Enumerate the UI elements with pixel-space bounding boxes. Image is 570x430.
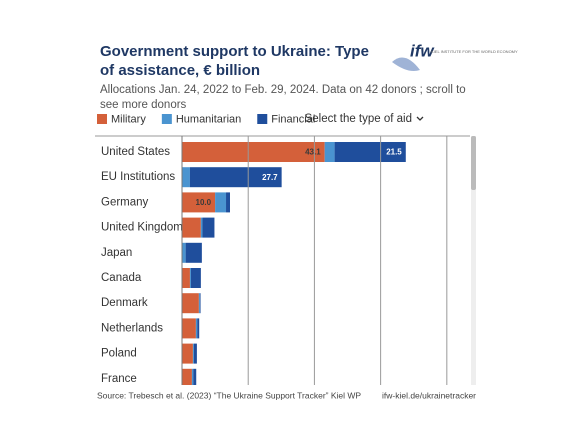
scrollbar[interactable] bbox=[471, 136, 476, 385]
bar-segment bbox=[198, 293, 200, 314]
value-label: 21.5 bbox=[386, 148, 402, 157]
bar-segment bbox=[182, 318, 196, 339]
bar-segment bbox=[182, 293, 199, 314]
y-tick-label: Denmark bbox=[101, 297, 148, 309]
bar-segment bbox=[215, 192, 227, 213]
bar-segment bbox=[195, 318, 198, 339]
legend-swatch bbox=[161, 114, 172, 124]
bar-segment bbox=[193, 343, 197, 364]
bar-segment bbox=[191, 368, 194, 385]
bar-segment bbox=[182, 368, 192, 385]
legend-label: Military bbox=[111, 113, 146, 125]
bar-segment bbox=[199, 293, 201, 314]
bar-segment bbox=[182, 343, 193, 364]
chart-title: Government support to Ukraine: Type of a… bbox=[100, 43, 369, 79]
bar-segment bbox=[189, 167, 282, 188]
y-tick-label: Canada bbox=[101, 272, 142, 284]
bar-segment bbox=[226, 192, 230, 213]
y-tick-label: United States bbox=[101, 146, 170, 158]
legend-label: Humanitarian bbox=[176, 113, 241, 125]
y-tick-label: Netherlands bbox=[101, 322, 163, 334]
bar-segment bbox=[190, 268, 201, 288]
value-label: 10.0 bbox=[196, 198, 212, 207]
bar-segment bbox=[182, 268, 190, 288]
bar-segment bbox=[202, 217, 215, 238]
scrollbar-thumb[interactable] bbox=[471, 136, 476, 190]
bar-segment bbox=[182, 142, 325, 162]
legend-swatch bbox=[257, 114, 268, 124]
value-label: 43.1 bbox=[305, 148, 321, 157]
dropdown-chevron[interactable] bbox=[416, 116, 424, 121]
y-tick-label: France bbox=[101, 373, 137, 385]
y-tick-label: Germany bbox=[101, 196, 149, 208]
bar-segment bbox=[189, 268, 191, 288]
bar-segment bbox=[185, 242, 202, 263]
bar-segment bbox=[334, 142, 406, 162]
plot: United States 43.1 21.5 EU Institutions 27.7… bbox=[101, 142, 406, 385]
logo-name: KIEL INSTITUTE FOR THE WORLD ECONOMY bbox=[431, 49, 518, 54]
bar-segment bbox=[192, 343, 194, 364]
y-tick-label: Poland bbox=[101, 348, 137, 360]
link[interactable]: ifw-kiel.de/ukrainetracker bbox=[382, 390, 476, 400]
bar-segment bbox=[197, 318, 200, 339]
y-tick-label: Japan bbox=[101, 247, 132, 259]
chart-subtitle: Allocations Jan. 24, 2022 to Feb. 29, 20… bbox=[100, 84, 466, 111]
bar-segment bbox=[182, 167, 190, 188]
source: Source: Trebesch et al. (2023) “The Ukra… bbox=[97, 390, 361, 400]
legend-swatch bbox=[97, 114, 107, 124]
bar-segment bbox=[193, 368, 197, 385]
y-tick-label: United Kingdom bbox=[101, 222, 183, 234]
legend-label: Financial bbox=[271, 113, 315, 125]
bar-segment bbox=[182, 192, 216, 213]
y-tick-label: EU Institutions bbox=[101, 171, 175, 183]
bar-segment bbox=[182, 217, 201, 238]
dropdown[interactable]: Select the type of aid bbox=[305, 113, 412, 125]
value-label: 27.7 bbox=[262, 173, 278, 182]
logo-mark: ifw bbox=[410, 41, 435, 60]
logo: ifw KIEL INSTITUTE FOR THE WORLD ECONOMY bbox=[392, 41, 518, 71]
bar-segment bbox=[324, 142, 335, 162]
bar-segment bbox=[182, 242, 186, 263]
bar-segment bbox=[200, 217, 203, 238]
logo-shape bbox=[392, 57, 420, 71]
